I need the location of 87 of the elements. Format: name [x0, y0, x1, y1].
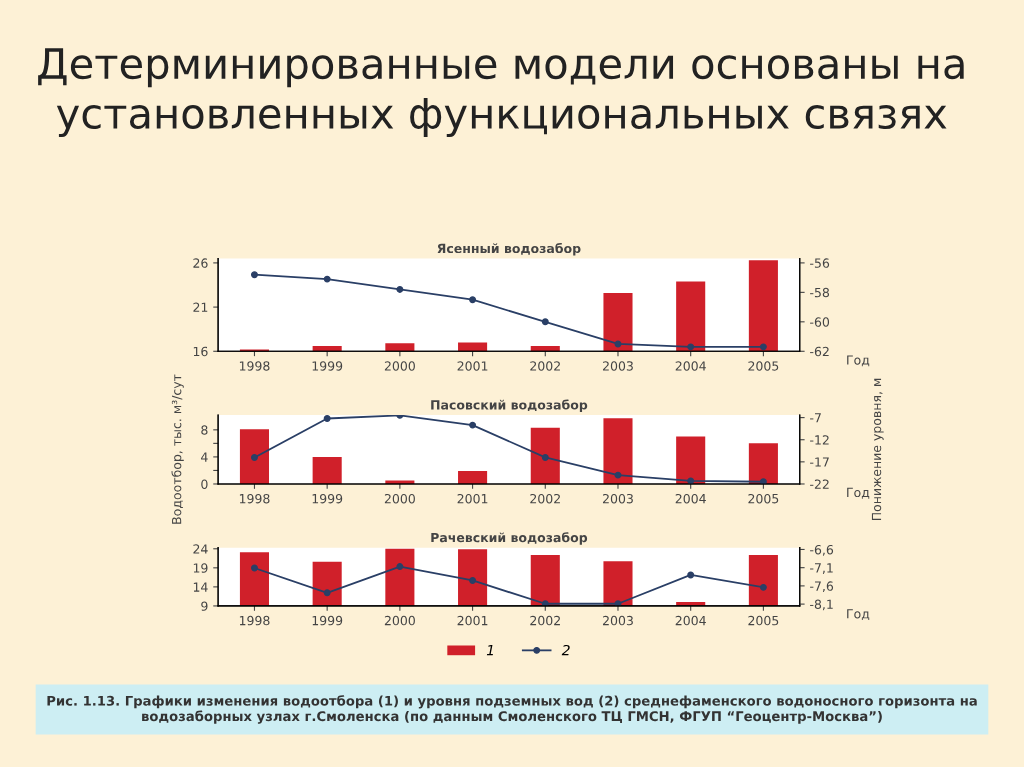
point	[687, 571, 695, 579]
y2-tick-label: -60	[810, 317, 830, 327]
x-tick-label: 2001	[457, 361, 488, 371]
x-axis-title: Год	[847, 487, 870, 499]
y2-tick-label: -7,6	[810, 581, 834, 593]
x-axis-title: Год	[847, 355, 870, 367]
x-tick-label: 2004	[675, 361, 706, 371]
point	[469, 296, 477, 304]
bar	[603, 418, 633, 484]
text: Детерминированные модели основаны на установленных функциональных связях	[38, 48, 964, 138]
y-tick-label: 19	[193, 563, 208, 573]
bar	[239, 429, 269, 484]
x-tick-label: 2001	[457, 615, 488, 626]
point	[759, 583, 767, 591]
y2-tick-label: -17	[810, 457, 829, 467]
y-axis-title: Водоотбор, тыс. м³/сут	[171, 374, 184, 524]
x-tick-label: 2004	[675, 493, 706, 504]
y2-tick-label: -62	[810, 346, 829, 357]
y-tick-label: 8	[201, 425, 208, 435]
text: Рис. 1.13. Графики изменения водоотбора (1) и уровня подземных вод (2) среднефаменского водоносного горизонта на водозаборных узлах г.Смоленска (по данным Смоленского ТЦ ГМСН, ФГУП “Геоцентр-Москва”)	[47, 695, 977, 724]
bar	[530, 427, 560, 484]
chart-title: Ясенный водозабор	[437, 243, 581, 256]
bar	[676, 436, 706, 484]
y-tick-label: 9	[201, 601, 208, 611]
x-tick-label: 2004	[675, 615, 706, 626]
x-tick-label: 2002	[530, 361, 560, 371]
y2-tick-label: -8,1	[810, 599, 833, 611]
x-tick-label: 2005	[748, 361, 779, 371]
x-tick-label: 2005	[748, 615, 779, 626]
x-tick-label: 2003	[602, 493, 633, 504]
x-tick-label: 2000	[384, 361, 415, 371]
y-tick-label: 14	[193, 582, 208, 592]
point	[323, 275, 331, 283]
point	[759, 343, 767, 351]
y2-tick-label: -7,1	[810, 563, 833, 574]
y-tick-label: 26	[193, 258, 208, 268]
x-tick-label: 1998	[239, 493, 270, 504]
bar	[748, 443, 778, 484]
chart-title: Пасовский водозабор	[431, 399, 588, 412]
x-tick-label: 2000	[384, 493, 415, 504]
chart-title: Рачевский водозабор	[431, 532, 588, 545]
point	[614, 340, 622, 348]
x-tick-label: 2000	[384, 615, 415, 626]
x-tick-label: 2001	[457, 493, 488, 504]
point	[541, 318, 549, 326]
x-tick-label: 2002	[530, 493, 560, 504]
x-tick-label: 2003	[602, 615, 633, 626]
x-tick-label: 2005	[748, 493, 779, 504]
y2-axis-title: Понижение уровня, м	[871, 378, 884, 521]
legend-label: 2	[561, 644, 570, 656]
point	[759, 478, 767, 484]
x-tick-label: 2003	[602, 361, 633, 371]
point	[250, 564, 258, 572]
point	[323, 589, 331, 597]
y-tick-label: 16	[193, 346, 208, 357]
y-tick-label: 0	[201, 479, 208, 489]
y-tick-label: 4	[201, 452, 208, 462]
point	[614, 471, 622, 479]
bar	[312, 456, 342, 484]
point	[396, 285, 404, 293]
y-tick-label: 24	[193, 544, 208, 554]
bar	[458, 471, 488, 484]
y2-tick-label: -56	[810, 258, 830, 268]
point	[250, 453, 258, 461]
point	[469, 576, 477, 584]
x-tick-label: 1998	[239, 361, 270, 371]
y2-tick-label: -58	[810, 287, 830, 298]
x-tick-label: 2002	[530, 615, 560, 626]
point	[541, 600, 549, 606]
x-tick-label: 1999	[312, 615, 343, 626]
point	[396, 563, 404, 571]
point	[687, 477, 695, 484]
point	[250, 271, 258, 279]
point	[323, 415, 331, 422]
x-tick-label: 1999	[312, 493, 343, 504]
point	[687, 343, 695, 351]
point	[469, 421, 477, 429]
y2-tick-label: -6,6	[810, 544, 834, 556]
y2-tick-label: -12	[810, 435, 829, 445]
x-tick-label: 1998	[239, 615, 270, 626]
x-tick-label: 1999	[312, 361, 343, 371]
x-axis-title: Год	[847, 609, 870, 621]
point	[541, 453, 549, 461]
y-tick-label: 21	[193, 302, 208, 312]
legend-label: 1	[486, 645, 493, 656]
y2-tick-label: -7	[810, 413, 821, 423]
y2-tick-label: -22	[810, 479, 829, 489]
